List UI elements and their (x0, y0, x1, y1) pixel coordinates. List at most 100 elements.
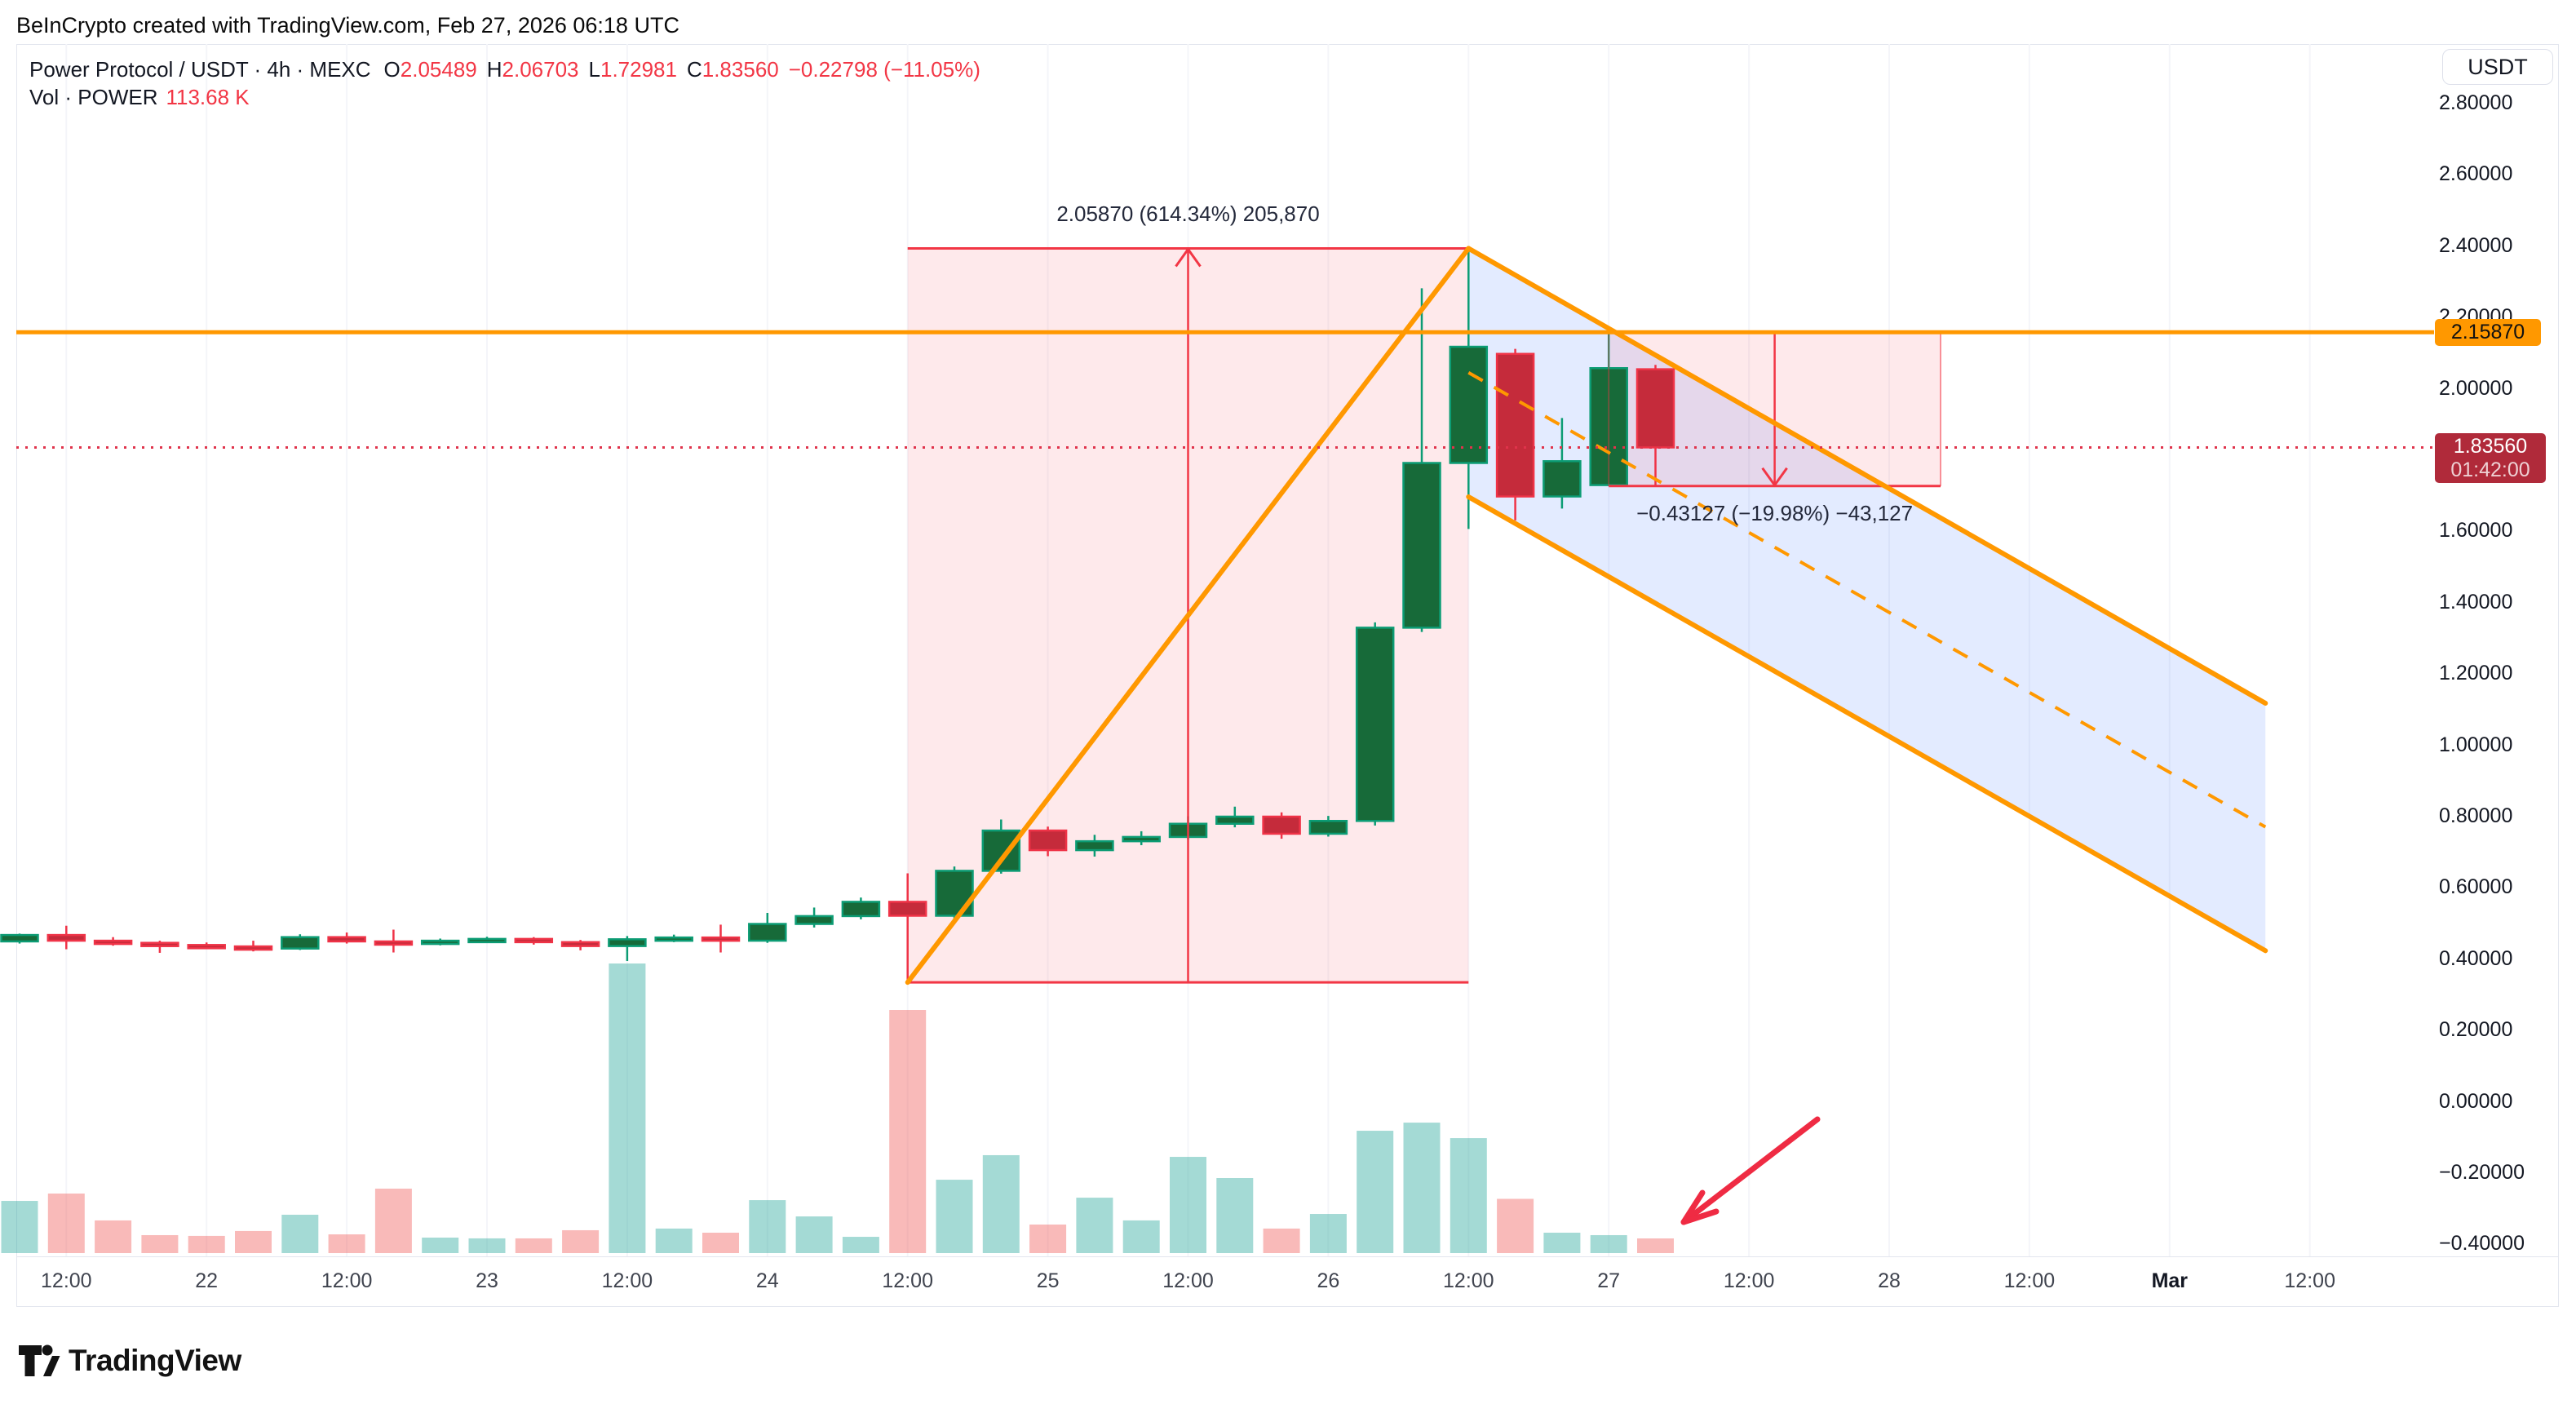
time-label: 28 (1878, 1269, 1901, 1292)
volume-bar (795, 1216, 833, 1253)
price-tick-label: 1.60000 (2439, 519, 2513, 543)
volume-bar (936, 1180, 973, 1253)
volume-bar (655, 1228, 693, 1253)
volume-bar (609, 963, 646, 1253)
channel-lower-line[interactable] (1466, 494, 2268, 954)
time-axis-separator (16, 1256, 2559, 1257)
price-tag-hline: 2.15870 (2435, 319, 2541, 347)
watermark-timestamp: BeInCrypto created with TradingView.com,… (16, 13, 679, 38)
channel-upper-line[interactable] (1466, 246, 2268, 706)
volume-bar (281, 1214, 319, 1253)
time-label: 25 (1036, 1269, 1060, 1292)
annotation-arrowhead-icon (1680, 1189, 1720, 1225)
candle-body (1402, 462, 1441, 629)
volume-bar (1029, 1225, 1067, 1253)
candle-body (654, 936, 693, 942)
candle-body (140, 941, 179, 947)
candle-body (46, 933, 86, 942)
volume-bar (1170, 1157, 1206, 1253)
ohlc-close: C1.83560 (686, 57, 779, 82)
rising-trendline[interactable] (905, 246, 1472, 986)
candle-body (1075, 839, 1114, 852)
candle-body (1543, 460, 1582, 498)
candle-body (701, 936, 741, 942)
time-label: 24 (755, 1269, 779, 1292)
change-value: −0.22798 (−11.05%) (788, 57, 980, 82)
volume-bar (702, 1232, 739, 1253)
candle-body (1308, 819, 1348, 835)
annotation-arrow[interactable] (1680, 1116, 1821, 1225)
symbol-title[interactable]: Power Protocol / USDT · 4h · MEXC (29, 57, 371, 82)
measure-up-label: 2.05870 (614.34%) 205,870 (1056, 201, 1320, 226)
time-label: 12:00 (601, 1269, 653, 1292)
volume-value: 113.68 K (166, 85, 250, 109)
volume-bar (1357, 1131, 1394, 1253)
legend-row-symbol: Power Protocol / USDT · 4h · MEXC O2.0548… (29, 57, 980, 82)
price-tick-label: −0.20000 (2439, 1161, 2525, 1184)
volume-label[interactable]: Vol · POWER (29, 85, 158, 109)
time-label: Mar (2151, 1269, 2189, 1292)
candle-body (467, 937, 507, 944)
volume-bar (95, 1220, 132, 1253)
candle-body (420, 939, 460, 946)
volume-bar (749, 1200, 786, 1253)
chart-frame (16, 44, 2559, 1307)
ohlc-high: H2.06703 (486, 57, 579, 82)
currency-toggle-button[interactable]: USDT (2442, 49, 2553, 85)
tradingview-logo-text: TradingView (69, 1344, 241, 1377)
volume-bar (562, 1229, 600, 1253)
measure-down-label: −0.43127 (−19.98%) −43,127 (1636, 500, 1914, 525)
volume-bar (328, 1234, 365, 1253)
candle-body (327, 936, 366, 943)
candle-body (93, 939, 133, 946)
candle-body (841, 901, 881, 918)
price-tick-label: 0.60000 (2439, 875, 2513, 899)
candle-body (794, 915, 834, 925)
time-label: 23 (476, 1269, 498, 1292)
price-tick-label: 0.40000 (2439, 946, 2513, 970)
candle-body (1449, 345, 1489, 464)
measure-up-arrowhead-icon (1175, 246, 1202, 268)
volume-bar (374, 1188, 412, 1253)
candle-body (514, 937, 554, 944)
volume-bar (468, 1238, 506, 1253)
bar-countdown: 01:42:00 (2450, 458, 2530, 481)
volume-bar (982, 1154, 1020, 1253)
candle-body (0, 933, 39, 943)
candle-body (981, 829, 1021, 872)
volume-bar (1403, 1123, 1441, 1253)
candle-body (935, 870, 974, 917)
price-tick-label: 2.00000 (2439, 376, 2513, 400)
volume-bar (1637, 1238, 1674, 1253)
last-price: 1.83560 (2453, 434, 2528, 458)
price-tick-label: 1.40000 (2439, 590, 2513, 613)
tradingview-logo[interactable]: TradingView (18, 1343, 241, 1379)
candle-body (748, 923, 787, 942)
time-label: 12:00 (41, 1269, 92, 1292)
time-label: 27 (1597, 1269, 1621, 1292)
candle-body (608, 938, 647, 947)
candle-body (1635, 368, 1675, 449)
volume-bar (515, 1238, 552, 1253)
price-tick-label: 1.20000 (2439, 662, 2513, 685)
volume-bar (235, 1230, 272, 1253)
candle-body (1355, 627, 1395, 822)
time-label: 12:00 (2003, 1269, 2056, 1292)
volume-bar (1263, 1228, 1300, 1253)
candle-body (233, 945, 273, 951)
volume-bar (188, 1235, 225, 1253)
time-label: 12:00 (1162, 1269, 1214, 1292)
volume-bar (1590, 1234, 1627, 1253)
time-label: 22 (195, 1269, 219, 1292)
volume-bar (1497, 1198, 1534, 1253)
volume-bar (422, 1237, 459, 1253)
volume-bar (47, 1194, 85, 1253)
channel-dashed-midline[interactable] (1467, 371, 2267, 829)
time-label: 12:00 (882, 1269, 933, 1292)
price-tag-last: 1.83560 01:42:00 (2435, 433, 2546, 484)
price-axis[interactable] (2414, 44, 2560, 1256)
volume-bar (842, 1237, 879, 1253)
candle-body (281, 936, 320, 950)
volume-bar (1216, 1178, 1254, 1253)
